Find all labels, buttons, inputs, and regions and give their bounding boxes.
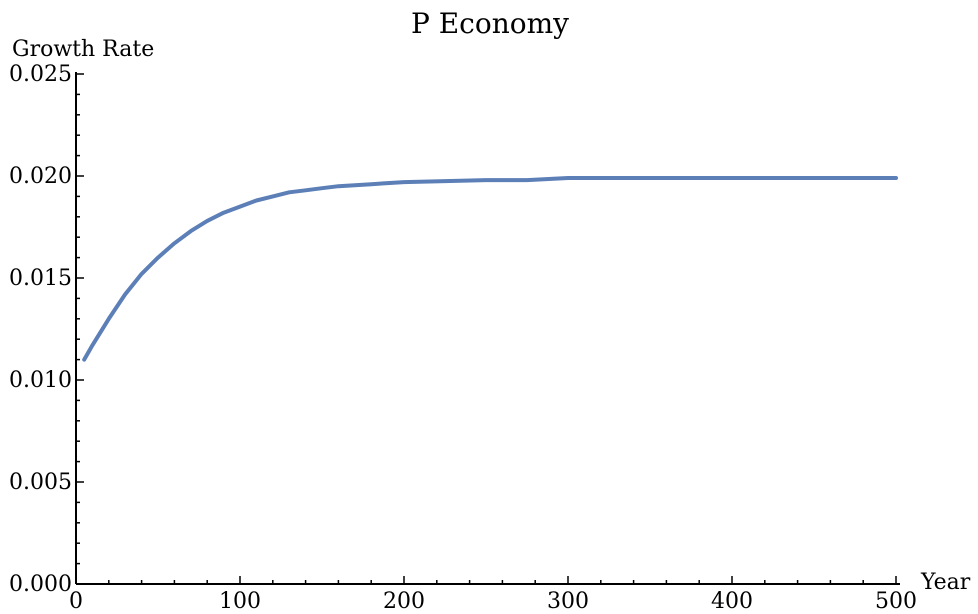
- series-layer: [82, 176, 898, 362]
- y-tick-label: 0.000: [9, 572, 72, 597]
- y-tick-label: 0.015: [9, 266, 72, 291]
- x-tick-label: 300: [547, 589, 589, 614]
- y-tick-label: 0.025: [9, 62, 72, 87]
- y-tick-label: 0.010: [9, 368, 72, 393]
- x-tick-label: 200: [383, 589, 425, 614]
- x-tick-label: 400: [711, 589, 753, 614]
- x-tick-label: 100: [219, 589, 261, 614]
- x-tick-label: 500: [875, 589, 917, 614]
- x-axis-label: Year: [920, 570, 971, 595]
- axes: 0 100 200 300 400 500 0.000 0.005 0.010 0.015 0.02…: [9, 62, 917, 614]
- growth-rate-series-line: [82, 176, 898, 362]
- y-axis-label: Growth Rate: [12, 37, 154, 62]
- y-tick-label: 0.005: [9, 470, 72, 495]
- chart-title: P Economy: [411, 7, 569, 40]
- x-tick-label: 0: [69, 589, 83, 614]
- y-tick-label: 0.020: [9, 164, 72, 189]
